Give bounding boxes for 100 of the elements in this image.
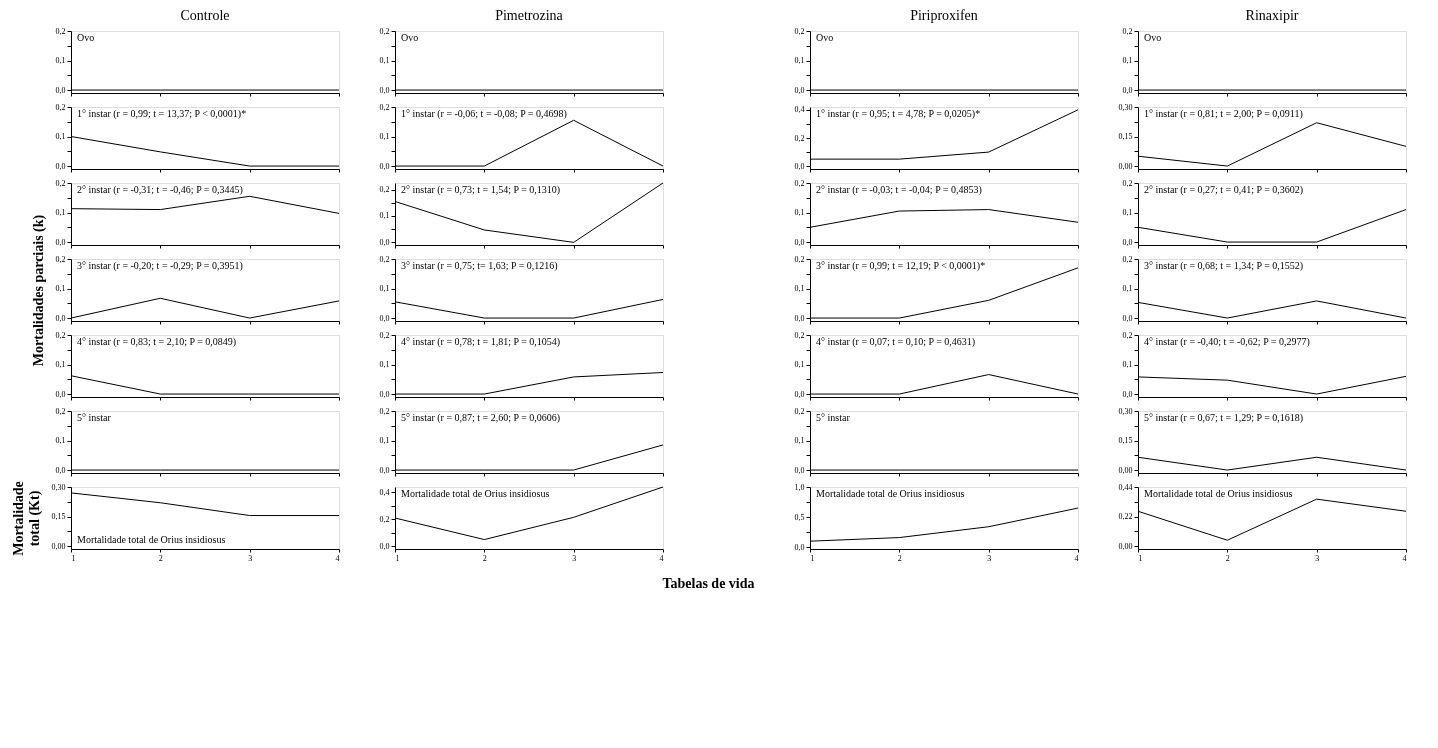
y-tick-label: 0,1: [1122, 360, 1133, 370]
y-tick-label: 0,4: [794, 105, 805, 115]
chart-title: Pimetrozina: [495, 8, 564, 23]
y-tick-label: 0,0: [794, 161, 805, 171]
y-tick-label: 0,2: [55, 178, 66, 188]
x-tick-label: 1: [1138, 553, 1143, 563]
y-tick-label: 0,2: [55, 330, 66, 340]
x-tick-label: 3: [987, 553, 992, 563]
y-tick-label: 0,0: [379, 465, 390, 475]
annotation: 2° instar (r = -0,31; t = -0,46; P = 0,3445): [77, 184, 243, 196]
annotation: 3° instar (r = 0,75; t= 1,63; P = 0,1216): [401, 260, 558, 272]
y-tick-label: 0,2: [55, 254, 66, 264]
y-tick-label: 0,2: [379, 406, 390, 416]
y-tick-label: 0,2: [379, 514, 390, 524]
annotation: 4° instar (r = -0,40; t = -0,62; P = 0,2977): [1144, 336, 1310, 348]
annotation: 5° instar (r = 0,67; t = 1,29; P = 0,1618): [1144, 412, 1304, 424]
chart-title: Piriproxifen: [910, 8, 978, 23]
annotation: 1° instar (r = 0,81; t = 2,00; P = 0,0911): [1144, 108, 1303, 120]
y-tick-label: 0,2: [794, 254, 805, 264]
y-tick-label: 0,1: [1122, 208, 1133, 218]
y-tick-label: 1,0: [794, 482, 805, 492]
annotation: 2° instar (r = -0,03; t = -0,04; P = 0,4853): [816, 184, 982, 196]
y-tick-label: 0,00: [1118, 465, 1133, 475]
y-tick-label: 0,0: [794, 313, 805, 323]
annotation: 5° instar: [77, 412, 112, 423]
y-tick-label: 0,30: [1118, 406, 1133, 416]
annotation: 3° instar (r = 0,68; t = 1,34; P = 0,1552): [1144, 260, 1304, 272]
x-tick-label: 3: [248, 553, 253, 563]
y-tick-label: 0,44: [1118, 482, 1133, 492]
y-tick-label: 0,1: [55, 284, 66, 294]
y-tick-label: 0,5: [794, 512, 805, 522]
y-tick-label: 0,2: [379, 254, 390, 264]
annotation: Ovo: [816, 32, 834, 43]
y-tick-label: 0,0: [379, 541, 390, 551]
x-axis-title: Tabelas de vida: [662, 575, 755, 591]
annotation: 2° instar (r = 0,27; t = 0,41; P = 0,3602): [1144, 184, 1304, 196]
y-tick-label: 0,0: [1122, 85, 1133, 95]
annotation: Mortalidade total de Orius insidiosus: [401, 488, 550, 499]
y-tick-label: 0,22: [1118, 512, 1133, 522]
y-tick-label: 0,0: [794, 85, 805, 95]
x-tick-label: 1: [395, 553, 400, 563]
y-tick-label: 0,0: [55, 161, 66, 171]
annotation: Mortalidade total de Orius insidiosus: [77, 534, 226, 545]
y-tick-label: 0,2: [794, 330, 805, 340]
annotation: Mortalidade total de Orius insidiosus: [816, 488, 965, 499]
y-tick-label: 0,1: [379, 436, 390, 446]
y-tick-label: 0,2: [794, 178, 805, 188]
y-tick-label: 0,2: [1122, 330, 1133, 340]
y-tick-label: 0,0: [1122, 313, 1133, 323]
y-tick-label: 0,0: [55, 313, 66, 323]
y-tick-label: 0,0: [794, 542, 805, 552]
annotation: 1° instar (r = 0,95; t = 4,78; P = 0,0205)*: [816, 108, 981, 120]
y-tick-label: 0,0: [1122, 389, 1133, 399]
y-tick-label: 0,2: [794, 26, 805, 36]
x-tick-label: 2: [482, 553, 487, 563]
y-tick-label: 0,30: [1118, 102, 1133, 112]
y-tick-label: 0,1: [379, 211, 390, 221]
x-tick-label: 2: [158, 553, 163, 563]
y-tick-label: 0,2: [379, 26, 390, 36]
y-tick-label: 0,15: [51, 512, 66, 522]
y-tick-label: 0,0: [55, 465, 66, 475]
y-tick-label: 0,1: [379, 56, 390, 66]
y-tick-label: 0,00: [51, 541, 66, 551]
y-tick-label: 0,30: [51, 482, 66, 492]
y-tick-label: 0,1: [794, 284, 805, 294]
y-tick-label: 0,1: [379, 132, 390, 142]
y-tick-label: 0,2: [379, 330, 390, 340]
y-tick-label: 0,0: [379, 313, 390, 323]
y-tick-label: 0,2: [55, 102, 66, 112]
y-tick-label: 0,1: [55, 360, 66, 370]
y-tick-label: 0,1: [379, 284, 390, 294]
x-tick-label: 4: [1402, 553, 1407, 563]
y-tick-label: 0,1: [794, 56, 805, 66]
y-tick-label: 0,0: [379, 161, 390, 171]
y-tick-label: 0,0: [379, 237, 390, 247]
x-tick-label: 1: [71, 553, 76, 563]
y-tick-label: 0,0: [55, 389, 66, 399]
y-tick-label: 0,0: [794, 465, 805, 475]
y-tick-label: 0,2: [55, 26, 66, 36]
annotation: 4° instar (r = 0,78; t = 1,81; P = 0,1054): [401, 336, 561, 348]
annotation: Ovo: [77, 32, 95, 43]
x-tick-label: 4: [1074, 553, 1079, 563]
annotation: Mortalidade total de Orius insidiosus: [1144, 488, 1293, 499]
y-tick-label: 0,2: [1122, 254, 1133, 264]
annotation: 1° instar (r = -0,06; t = -0,08; P = 0,4698): [401, 108, 567, 120]
chart-title: Rinaxipir: [1245, 8, 1299, 23]
annotation: 2° instar (r = 0,73; t = 1,54; P = 0,1310): [401, 184, 561, 196]
y-tick-label: 0,2: [794, 133, 805, 143]
y-tick-label: 0,0: [379, 85, 390, 95]
annotation: 5° instar (r = 0,87; t = 2,60; P = 0,0606): [401, 412, 561, 424]
annotation: 3° instar (r = -0,20; t = -0,29; P = 0,3951): [77, 260, 243, 272]
y-tick-label: 0,2: [794, 406, 805, 416]
y-tick-label: 0,00: [1118, 541, 1133, 551]
y-tick-label: 0,2: [379, 102, 390, 112]
y-tick-label: 0,15: [1118, 436, 1133, 446]
y-tick-label: 0,1: [379, 360, 390, 370]
annotation: 4° instar (r = 0,07; t = 0,10; P = 0,4631): [816, 336, 976, 348]
y-tick-label: 0,0: [794, 237, 805, 247]
x-tick-label: 2: [897, 553, 902, 563]
x-tick-label: 2: [1225, 553, 1230, 563]
